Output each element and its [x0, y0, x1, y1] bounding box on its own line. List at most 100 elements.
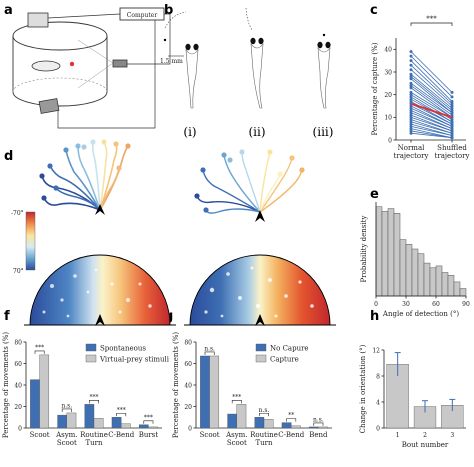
chart-g-significance-bracket	[259, 412, 269, 417]
panel-label-f: f	[4, 309, 10, 324]
chart-e-bin	[405, 244, 413, 297]
chart-f-significance: ***	[90, 394, 99, 401]
arena-bottom-back	[12, 77, 108, 93]
larva-panels: 1.5 mm (i) (ii) (iii)	[160, 7, 334, 139]
trajectories-right	[196, 151, 303, 214]
chart-c-point-normal	[409, 75, 413, 79]
chart-c-point-shuffled	[450, 124, 454, 128]
prey-dot-iii	[322, 33, 326, 37]
chart-e-bin	[459, 288, 467, 297]
panel-label-a: a	[4, 3, 13, 18]
chart-c-point-shuffled	[450, 131, 454, 135]
chart-f-category-label: Scoot	[57, 439, 77, 447]
projector-beam-2	[77, 62, 114, 89]
chart-f-bar	[120, 423, 131, 429]
chart-c-point-shuffled	[450, 90, 454, 94]
chart-f-significance-bracket	[61, 408, 72, 412]
chart-c-category-label: Normal	[398, 144, 425, 152]
chart-f-category-label: Turn	[85, 439, 103, 447]
chart-g-ytick-label: 40	[184, 382, 192, 389]
chart-c-point-normal	[409, 86, 413, 90]
chart-g-significance-bracket	[204, 351, 215, 355]
chart-c-subject-line	[410, 69, 453, 107]
chart-g-bar	[318, 426, 328, 429]
chart-c-point-normal	[409, 122, 413, 126]
chart-f-significance-bracket	[34, 350, 45, 354]
chart-e-xtick-label: 0	[374, 301, 378, 308]
capture-dots-right	[194, 149, 305, 213]
scale-label: 1.5 mm	[160, 58, 183, 65]
chart-e-xtick-label: 60	[432, 301, 440, 308]
chart-g-category-label: Scoot	[200, 431, 220, 439]
chart-c-category-label: trajectory	[435, 152, 470, 160]
chart-c-point-shuffled	[450, 127, 454, 131]
chart-h-category-label: 3	[450, 432, 454, 439]
chart-g-significance: **	[288, 412, 294, 419]
chart-g-ytick-label: 60	[184, 361, 192, 368]
chart-g-bar	[291, 425, 301, 429]
camera-cable	[47, 13, 121, 19]
chart-c-point-normal	[409, 131, 413, 135]
led-box	[38, 98, 60, 114]
chart-f-ytick-label: 40	[14, 382, 22, 389]
chart-c-subject-line	[410, 87, 453, 118]
chart-c-point-shuffled	[450, 122, 454, 126]
movement-spontaneous-vs-stimuli-chart: 0 20 40 60 80 Percentage of movements (%) *** S…	[2, 332, 170, 447]
colorbar-top-label: -70°	[11, 210, 24, 217]
chart-c-point-shuffled	[450, 106, 454, 110]
chart-f-category-label: Routine	[80, 431, 108, 439]
heading-arrow-right-top	[255, 210, 265, 222]
arena-bottom-rim	[12, 91, 108, 107]
chart-e-bin	[429, 267, 437, 297]
chart-e-xtick-label: 30	[402, 301, 410, 308]
chart-c-point-normal	[409, 97, 413, 101]
chart-c-subject-line	[410, 92, 453, 118]
chart-f-bar	[93, 418, 104, 429]
chart-f-legend-label: Spontaneous	[100, 344, 146, 352]
chart-g-ylabel: Percentage of movements (%)	[172, 332, 180, 439]
chart-c-point-shuffled	[450, 111, 454, 115]
chart-g-significance-bracket	[231, 400, 242, 404]
chart-g-significance: n.s.	[204, 345, 215, 352]
chart-e-bin	[393, 213, 401, 297]
chart-c-point-shuffled	[450, 133, 454, 137]
chart-g-significance: ***	[232, 394, 241, 401]
chart-c-subject-line	[410, 83, 453, 114]
chart-c-ytick-label: 40	[384, 47, 392, 54]
chart-f-bar	[39, 354, 50, 429]
chart-g-category-label: Routine	[250, 431, 278, 439]
chart-g-bar	[200, 355, 210, 429]
panel-label-e: e	[370, 187, 379, 202]
chart-g-significance-bracket	[313, 422, 324, 426]
chart-c-subject-line	[410, 85, 453, 116]
chart-c-point-normal	[409, 81, 413, 85]
chart-g-category-label: Scoot	[227, 439, 247, 447]
chart-h-ytick-label: 12	[372, 347, 380, 354]
chart-c-significance-bracket	[410, 22, 453, 26]
chart-f-category-label: Burst	[139, 431, 159, 439]
density-fan-left	[24, 254, 176, 326]
chart-h-ytick-label: 8	[376, 373, 380, 380]
virtual-prey-dot	[69, 61, 75, 67]
chart-f-ytick-label: 60	[14, 361, 22, 368]
chart-c-mean-line	[410, 102, 453, 119]
chart-c-point-normal	[409, 106, 413, 110]
chart-c-subject-line	[410, 107, 453, 127]
subpanel-label-iii: (iii)	[313, 125, 334, 139]
chart-f-legend-swatch	[85, 343, 97, 352]
chart-c-subject-line	[410, 60, 453, 102]
chart-e-bin	[435, 265, 443, 297]
subpanel-label-ii: (ii)	[248, 125, 265, 139]
chart-c-point-shuffled	[450, 104, 454, 108]
chart-h-category-label: 1	[396, 432, 400, 439]
chart-c-point-normal	[409, 124, 413, 128]
chart-h-ylabel: Change in orientation (°)	[359, 344, 367, 433]
projector-box	[112, 59, 128, 68]
chart-f-category-label: Asym.	[55, 431, 77, 439]
chart-f-ytick-label: 80	[14, 339, 22, 346]
chart-c-point-normal	[409, 72, 413, 76]
larva-iii	[317, 41, 331, 109]
chart-c-point-normal	[409, 54, 413, 58]
chart-e-bin	[387, 208, 395, 297]
